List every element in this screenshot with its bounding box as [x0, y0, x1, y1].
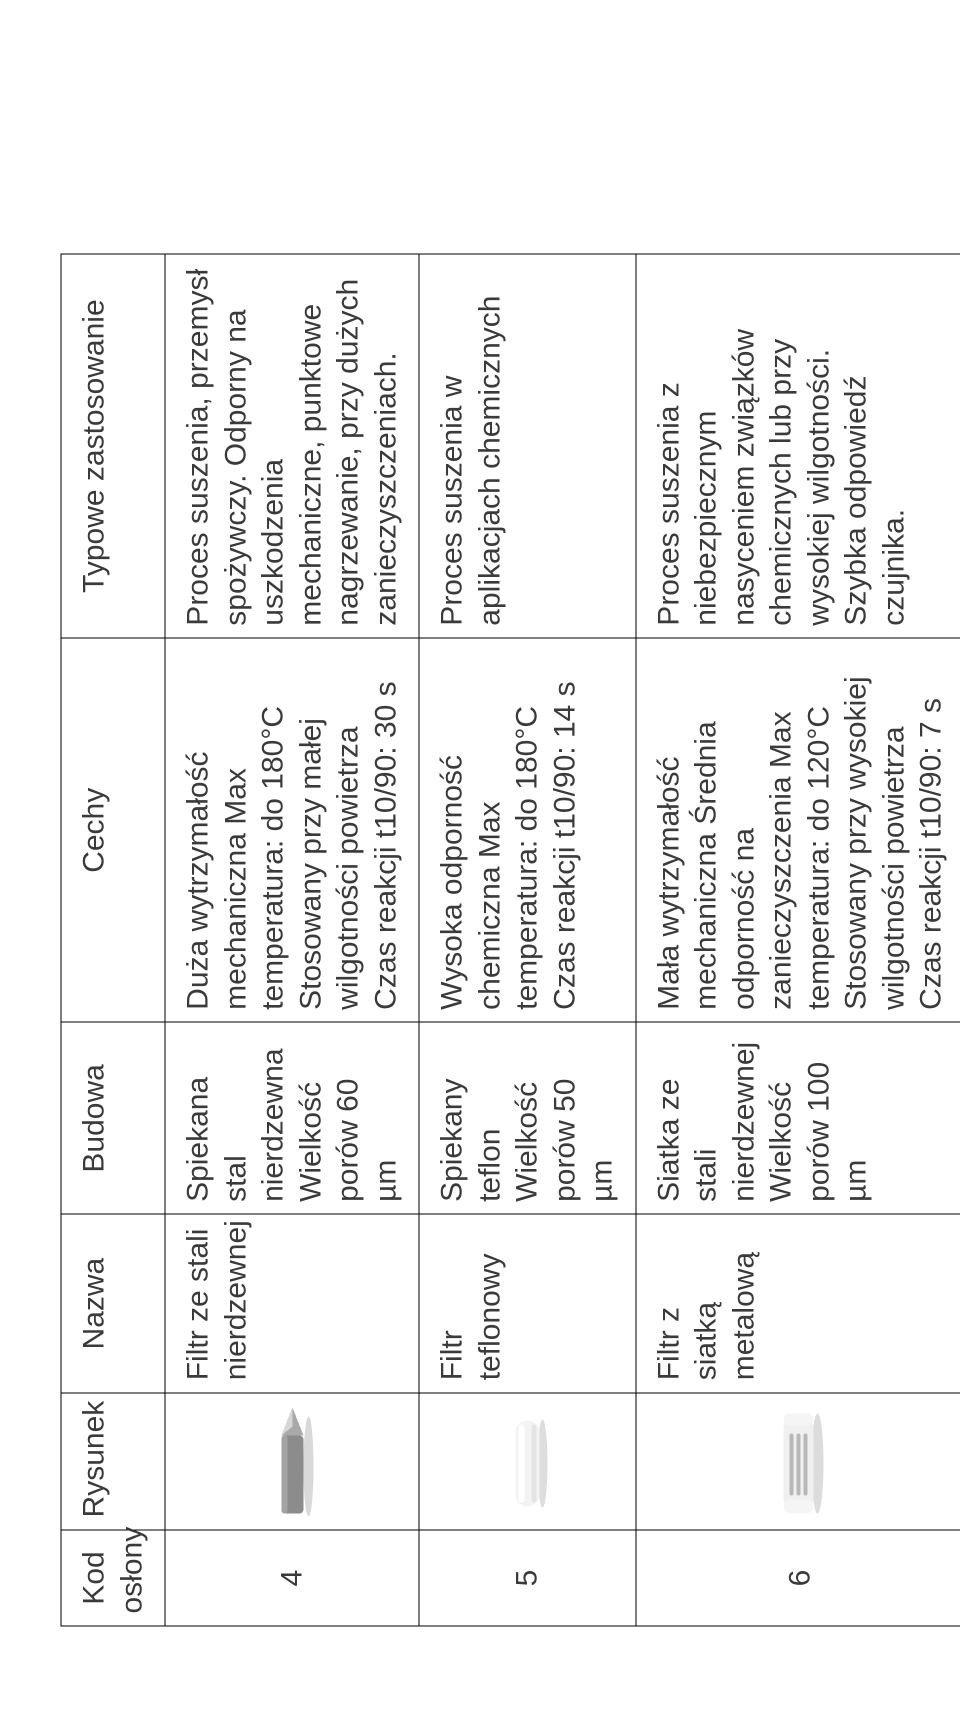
table-header-row: Kod osłony Rysunek Nazwa Budowa Cechy Ty…	[61, 254, 165, 1626]
header-kod: Kod osłony	[61, 1530, 165, 1626]
header-budowa: Budowa	[61, 1022, 165, 1214]
table-row: 6 Filtr z siatką metalową S	[636, 254, 960, 1626]
filters-table: Kod osłony Rysunek Nazwa Budowa Cechy Ty…	[61, 254, 960, 1627]
cell-kod: 6	[636, 1530, 960, 1626]
cell-budowa: Spiekana stal nierdzewna Wielkość porów …	[165, 1022, 419, 1214]
cell-rysunek	[636, 1393, 960, 1530]
header-zastosowanie: Typowe zastosowanie	[61, 254, 165, 638]
cell-cechy: Wysoka odporność chemiczna Max temperatu…	[419, 638, 636, 1022]
header-rysunek: Rysunek	[61, 1393, 165, 1530]
table-row: 5 Filtr teflonowy Spiekany teflon Wielko…	[419, 254, 636, 1626]
cell-budowa: Spiekany teflon Wielkość porów 50 µm	[419, 1022, 636, 1214]
cell-cechy: Mała wytrzymałość mechaniczna Średnia od…	[636, 638, 960, 1022]
table-row: 4 Filtr ze stali nierdzewnej Spiekana st…	[165, 254, 419, 1626]
header-cechy: Cechy	[61, 638, 165, 1022]
filter-teflon-icon	[505, 1406, 549, 1516]
cell-zastosowanie: Proces suszenia z niebezpiecznym nasycen…	[636, 254, 960, 638]
filter-sintered-steel-icon	[269, 1401, 315, 1521]
cell-kod: 5	[419, 1530, 636, 1626]
cell-budowa: Siatka ze stali nierdzewnej Wielkość por…	[636, 1022, 960, 1214]
cell-nazwa: Filtr ze stali nierdzewnej	[165, 1214, 419, 1392]
cell-kod: 4	[165, 1530, 419, 1626]
cell-zastosowanie: Proces suszenia, przemysł spożywczy. Odp…	[165, 254, 419, 638]
cell-rysunek	[165, 1393, 419, 1530]
header-nazwa: Nazwa	[61, 1214, 165, 1392]
page-content: Kod osłony Rysunek Nazwa Budowa Cechy Ty…	[1, 194, 960, 1727]
cell-nazwa: Filtr teflonowy	[419, 1214, 636, 1392]
cell-cechy: Duża wytrzymałość mechaniczna Max temper…	[165, 638, 419, 1022]
cell-nazwa: Filtr z siatką metalową	[636, 1214, 960, 1392]
cell-rysunek	[419, 1393, 636, 1530]
filter-mesh-icon	[775, 1401, 825, 1521]
cell-zastosowanie: Proces suszenia w aplikacjach chemicznyc…	[419, 254, 636, 638]
